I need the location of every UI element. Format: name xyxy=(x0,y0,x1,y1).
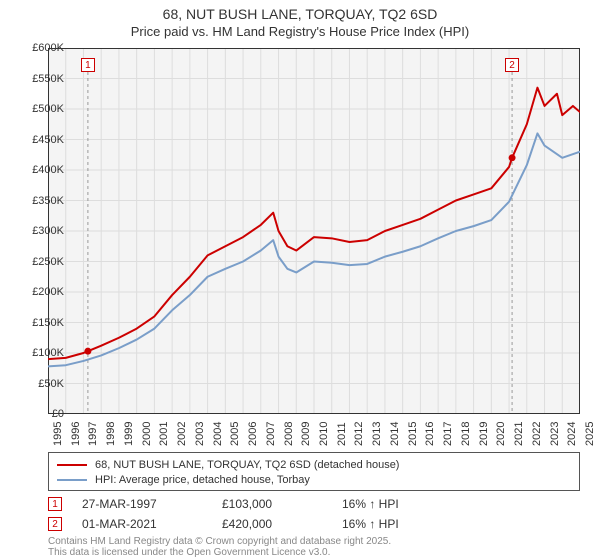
y-tick-label: £350K xyxy=(32,195,64,207)
x-tick-label: 2003 xyxy=(194,422,206,446)
table-row: 2 01-MAR-2021 £420,000 16% ↑ HPI xyxy=(48,514,580,534)
y-tick-label: £100K xyxy=(32,347,64,359)
x-tick-label: 2009 xyxy=(300,422,312,446)
x-tick-label: 1997 xyxy=(87,422,99,446)
x-tick-label: 2012 xyxy=(353,422,365,446)
title-address: 68, NUT BUSH LANE, TORQUAY, TQ2 6SD xyxy=(0,6,600,24)
footer-line: This data is licensed under the Open Gov… xyxy=(48,547,391,558)
row-marker: 1 xyxy=(48,497,62,511)
y-tick-label: £300K xyxy=(32,225,64,237)
x-tick-label: 2022 xyxy=(531,422,543,446)
legend-swatch xyxy=(57,479,87,481)
y-tick-label: £150K xyxy=(32,317,64,329)
legend-row: HPI: Average price, detached house, Torb… xyxy=(57,472,571,487)
x-tick-label: 1995 xyxy=(52,422,64,446)
row-delta: 16% ↑ HPI xyxy=(342,517,462,531)
y-tick-label: £550K xyxy=(32,73,64,85)
x-tick-label: 1996 xyxy=(70,422,82,446)
legend-swatch xyxy=(57,464,87,466)
row-date: 01-MAR-2021 xyxy=(82,517,222,531)
x-tick-label: 2025 xyxy=(584,422,596,446)
x-tick-label: 2017 xyxy=(442,422,454,446)
y-tick-label: £450K xyxy=(32,134,64,146)
x-tick-label: 2002 xyxy=(176,422,188,446)
x-tick-label: 2015 xyxy=(407,422,419,446)
y-tick-label: £50K xyxy=(38,378,64,390)
legend-row: 68, NUT BUSH LANE, TORQUAY, TQ2 6SD (det… xyxy=(57,457,571,472)
x-tick-label: 2011 xyxy=(336,422,348,446)
x-tick-label: 2016 xyxy=(424,422,436,446)
row-price: £103,000 xyxy=(222,497,342,511)
legend: 68, NUT BUSH LANE, TORQUAY, TQ2 6SD (det… xyxy=(48,452,580,491)
x-tick-label: 2007 xyxy=(265,422,277,446)
chart-container: 68, NUT BUSH LANE, TORQUAY, TQ2 6SD Pric… xyxy=(0,0,600,560)
y-tick-label: £600K xyxy=(32,42,64,54)
x-tick-label: 2018 xyxy=(460,422,472,446)
y-tick-label: £200K xyxy=(32,286,64,298)
x-tick-label: 2024 xyxy=(566,422,578,446)
y-tick-label: £400K xyxy=(32,164,64,176)
title-subtitle: Price paid vs. HM Land Registry's House … xyxy=(0,24,600,40)
x-tick-label: 2013 xyxy=(371,422,383,446)
title-block: 68, NUT BUSH LANE, TORQUAY, TQ2 6SD Pric… xyxy=(0,0,600,40)
row-delta: 16% ↑ HPI xyxy=(342,497,462,511)
x-tick-label: 2001 xyxy=(158,422,170,446)
y-tick-label: £250K xyxy=(32,256,64,268)
x-tick-label: 2021 xyxy=(513,422,525,446)
x-tick-label: 2023 xyxy=(549,422,561,446)
x-tick-label: 2010 xyxy=(318,422,330,446)
row-date: 27-MAR-1997 xyxy=(82,497,222,511)
x-tick-label: 2008 xyxy=(283,422,295,446)
footer-line: Contains HM Land Registry data © Crown c… xyxy=(48,536,391,547)
row-marker: 2 xyxy=(48,517,62,531)
x-tick-label: 2004 xyxy=(212,422,224,446)
line-chart-svg xyxy=(48,48,580,414)
x-tick-label: 2020 xyxy=(495,422,507,446)
footer: Contains HM Land Registry data © Crown c… xyxy=(48,536,391,558)
x-tick-label: 2006 xyxy=(247,422,259,446)
chart-area xyxy=(48,48,580,414)
x-tick-label: 2014 xyxy=(389,422,401,446)
transaction-marker-box: 1 xyxy=(81,58,95,72)
transaction-marker-box: 2 xyxy=(505,58,519,72)
row-price: £420,000 xyxy=(222,517,342,531)
x-tick-label: 2000 xyxy=(141,422,153,446)
x-tick-label: 1998 xyxy=(105,422,117,446)
x-tick-label: 2005 xyxy=(229,422,241,446)
x-tick-label: 1999 xyxy=(123,422,135,446)
x-tick-label: 2019 xyxy=(478,422,490,446)
legend-label: 68, NUT BUSH LANE, TORQUAY, TQ2 6SD (det… xyxy=(95,459,399,471)
y-tick-label: £0 xyxy=(52,408,64,420)
y-tick-label: £500K xyxy=(32,103,64,115)
legend-label: HPI: Average price, detached house, Torb… xyxy=(95,474,310,486)
table-row: 1 27-MAR-1997 £103,000 16% ↑ HPI xyxy=(48,494,580,514)
transactions-table: 1 27-MAR-1997 £103,000 16% ↑ HPI 2 01-MA… xyxy=(48,494,580,534)
